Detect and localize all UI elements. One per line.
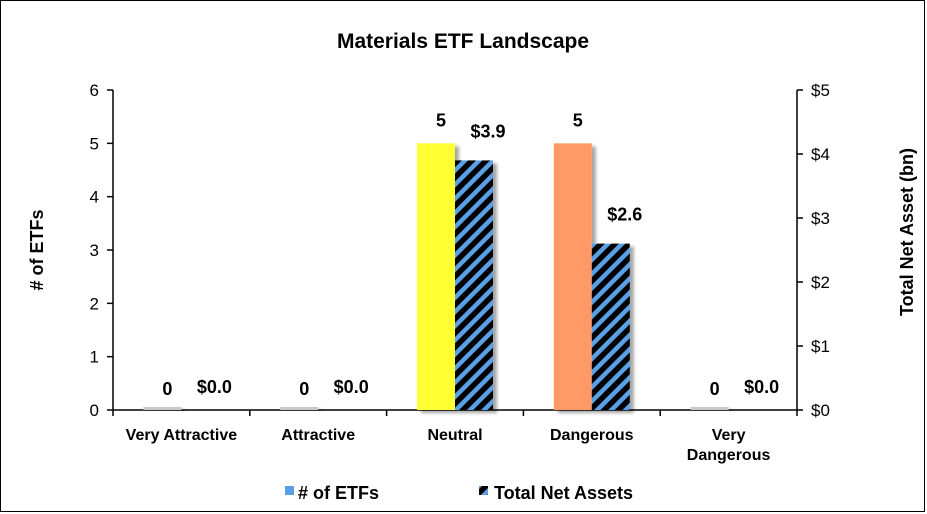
y-right-tick-label: $4	[811, 145, 830, 164]
category-label: Dangerous	[550, 427, 634, 444]
data-label-assets: $0.0	[197, 377, 232, 397]
y-left-tick-label: 2	[90, 294, 99, 313]
data-label-etfs: 5	[573, 110, 583, 130]
y-right-tick-label: $5	[811, 81, 830, 100]
y-left-tick-label: 3	[90, 241, 99, 260]
y-right-tick-label: $0	[811, 401, 830, 420]
bar-etfs-dangerous	[553, 143, 592, 411]
y-right-axis-title: Total Net Asset (bn)	[897, 148, 917, 316]
category-label: Very Attractive	[126, 427, 238, 444]
y-right-tick-label: $3	[811, 209, 830, 228]
y-right-tick-label: $1	[811, 337, 830, 356]
left-tick-group: 0 1 2 3 4 5 6	[90, 81, 113, 420]
y-right-tick-label: $2	[811, 273, 830, 292]
data-label-assets: $2.6	[607, 205, 642, 225]
bar-etfs-very-dangerous	[690, 407, 729, 410]
data-label-etfs: 0	[299, 379, 309, 399]
bar-etfs-attractive	[280, 407, 319, 410]
legend: # of ETFs Total Net Assets	[285, 483, 633, 503]
data-label-assets: $0.0	[334, 377, 369, 397]
category-label: Attractive	[281, 427, 355, 444]
bar-assets-dangerous	[591, 243, 630, 410]
right-tick-group: $0 $1 $2 $3 $4 $5	[797, 81, 830, 420]
y-left-tick-label: 4	[90, 188, 99, 207]
category-label: Neutral	[427, 427, 482, 444]
legend-label-etfs: # of ETFs	[298, 483, 379, 503]
data-label-etfs: 0	[710, 379, 720, 399]
data-labels-group: 0 $0.0 0 $0.0 5 $3.9 5 $2.6 0 $0.0	[162, 110, 779, 399]
data-label-etfs: 5	[436, 110, 446, 130]
legend-swatch-assets	[479, 486, 488, 495]
data-label-assets: $3.9	[470, 121, 505, 141]
category-label: Very	[712, 427, 746, 444]
category-labels-group: Very Attractive Attractive Neutral Dangerou…	[126, 427, 771, 464]
bar-etfs-very-attractive	[143, 407, 182, 410]
category-label: Dangerous	[687, 447, 771, 464]
legend-label-assets: Total Net Assets	[494, 483, 633, 503]
data-label-assets: $0.0	[744, 377, 779, 397]
bar-assets-neutral	[455, 160, 493, 410]
y-left-tick-label: 1	[90, 348, 99, 367]
data-label-etfs: 0	[162, 379, 172, 399]
y-left-axis-title: # of ETFs	[27, 209, 47, 290]
legend-swatch-etfs	[285, 486, 294, 495]
y-left-tick-label: 0	[90, 401, 99, 420]
x-tick-group	[112, 410, 798, 416]
y-left-tick-label: 5	[90, 134, 99, 153]
y-left-tick-label: 6	[90, 81, 99, 100]
chart-title: Materials ETF Landscape	[337, 30, 589, 53]
bar-etfs-neutral	[417, 143, 455, 411]
bars-group	[143, 143, 729, 411]
